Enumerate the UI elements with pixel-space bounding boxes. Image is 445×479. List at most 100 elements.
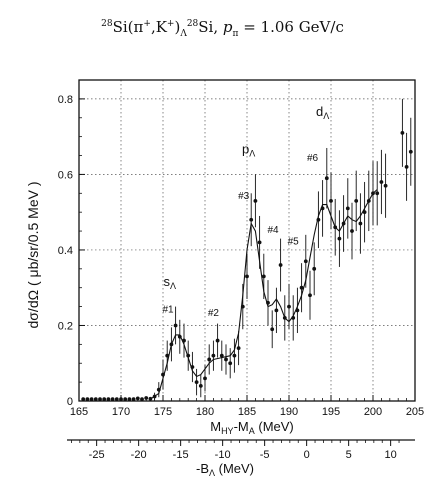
data-point bbox=[173, 323, 178, 328]
title-momentum-sub: π bbox=[232, 29, 239, 39]
data-point bbox=[135, 396, 140, 401]
title-part2: ,K bbox=[150, 18, 167, 36]
data-point bbox=[148, 396, 153, 401]
data-point bbox=[236, 346, 241, 351]
data-point bbox=[152, 394, 157, 399]
title-sup1: + bbox=[143, 19, 151, 29]
data-point bbox=[85, 397, 90, 402]
data-point bbox=[375, 191, 380, 196]
data-point bbox=[177, 334, 182, 339]
peak-label-main: #1 bbox=[162, 304, 174, 315]
x-tick-label: 180 bbox=[196, 406, 214, 418]
x2-tick-label: -20 bbox=[131, 449, 147, 461]
data-point bbox=[211, 353, 216, 358]
x2-tick-label: 5 bbox=[346, 449, 352, 461]
title-part3: ) bbox=[174, 18, 181, 36]
x-tick-label: 165 bbox=[70, 406, 88, 418]
data-point bbox=[358, 221, 363, 226]
data-point bbox=[144, 396, 149, 400]
x2-tick-label: -15 bbox=[173, 449, 189, 461]
peak-label-main: #2 bbox=[208, 308, 220, 319]
data-point bbox=[161, 372, 165, 377]
y-tick-label: 0.2 bbox=[58, 320, 73, 332]
title-mass-number: 28 bbox=[101, 19, 113, 29]
x-tick-label: 200 bbox=[364, 406, 382, 418]
title-sup3: 28 bbox=[186, 19, 199, 29]
data-point bbox=[337, 236, 342, 241]
peak-label-sub: Λ bbox=[323, 111, 329, 121]
data-point bbox=[98, 397, 102, 402]
x-tick-label: 190 bbox=[280, 406, 298, 418]
data-point bbox=[333, 225, 338, 230]
title-sup2: + bbox=[166, 19, 175, 29]
data-point bbox=[329, 198, 333, 203]
data-point bbox=[106, 397, 111, 402]
data-point bbox=[299, 285, 304, 290]
data-point bbox=[207, 357, 212, 362]
peak-number-label: #3 bbox=[238, 191, 250, 202]
x-label-unit: (MeV) bbox=[255, 419, 294, 434]
x-axis-label: MHY-MA (MeV) bbox=[210, 419, 294, 436]
data-point bbox=[350, 229, 354, 233]
data-point bbox=[408, 149, 413, 154]
peak-label-main: #5 bbox=[288, 236, 300, 247]
data-point bbox=[203, 376, 207, 381]
fit-curve bbox=[150, 189, 378, 400]
data-point bbox=[186, 353, 191, 358]
data-point bbox=[93, 397, 98, 402]
x2-axis-label: -BΛ (MeV) bbox=[196, 461, 254, 478]
data-point bbox=[261, 274, 266, 279]
data-point bbox=[308, 293, 312, 298]
peak-label: sΛ bbox=[163, 274, 176, 291]
data-point bbox=[282, 316, 287, 320]
x-tick-label: 195 bbox=[322, 406, 340, 418]
data-point bbox=[219, 353, 224, 358]
peak-label-main: #4 bbox=[267, 225, 279, 236]
title-lambda-sub: Λ bbox=[180, 29, 187, 39]
data-point bbox=[89, 397, 94, 402]
data-points bbox=[81, 98, 413, 402]
peak-label-main: d bbox=[316, 104, 323, 119]
data-point bbox=[345, 206, 350, 211]
data-point bbox=[127, 397, 132, 402]
y-tick-label: 0.6 bbox=[58, 169, 73, 181]
data-point bbox=[169, 342, 174, 347]
peak-number-label: #6 bbox=[307, 153, 319, 164]
x2-tick-label: 0 bbox=[304, 449, 310, 461]
data-point bbox=[140, 397, 144, 402]
x2-tick-label: -5 bbox=[260, 449, 270, 461]
x-tick-label: 205 bbox=[406, 406, 424, 418]
y-tick-label: 0.4 bbox=[58, 245, 73, 257]
x-tick-label: 185 bbox=[238, 406, 256, 418]
data-point bbox=[182, 338, 186, 343]
peak-label: pΛ bbox=[242, 142, 255, 159]
data-point bbox=[362, 210, 367, 215]
peak-label-main: #6 bbox=[307, 153, 319, 164]
data-point bbox=[270, 327, 275, 332]
data-point bbox=[198, 383, 203, 388]
annotations: sΛ pΛ dΛ #1 #2 #3 #4 #5 #6 bbox=[162, 104, 329, 319]
data-point bbox=[232, 353, 237, 358]
data-point bbox=[249, 217, 254, 222]
x-label-sub2: A bbox=[249, 426, 255, 436]
data-point bbox=[131, 397, 136, 402]
x-tick-label: 170 bbox=[112, 406, 130, 418]
title-part4: Si, bbox=[198, 18, 223, 36]
x-axis-secondary: -25 -20 -15 -10 -5 0 5 10 bbox=[67, 439, 415, 461]
grid-lines bbox=[79, 80, 415, 401]
x2-label-sub: Λ bbox=[209, 468, 215, 478]
y-tick-label: 0.8 bbox=[58, 94, 73, 106]
peak-number-label: #1 bbox=[162, 304, 174, 315]
data-point bbox=[366, 198, 371, 203]
fit-curve-group bbox=[150, 189, 378, 400]
title-momentum-value: = 1.06 GeV/c bbox=[238, 18, 344, 36]
data-point bbox=[278, 263, 283, 267]
x2-tick-label: 10 bbox=[385, 449, 397, 461]
peak-number-label: #2 bbox=[208, 308, 220, 319]
data-point bbox=[287, 304, 291, 309]
x2-label-main: -B bbox=[196, 461, 209, 476]
data-point bbox=[257, 240, 262, 245]
data-point bbox=[228, 361, 233, 366]
x-label-main: M bbox=[210, 419, 221, 434]
